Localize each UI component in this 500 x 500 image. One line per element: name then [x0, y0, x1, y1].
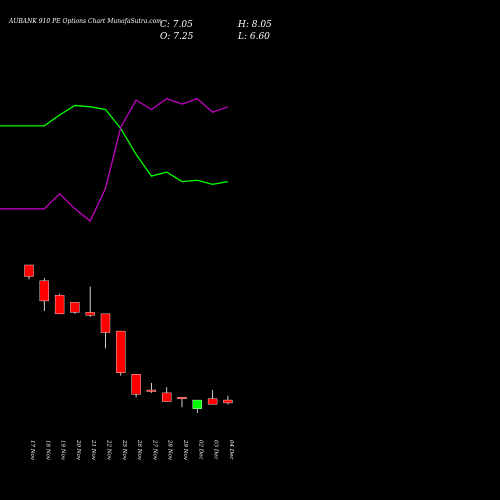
- x-tick-label: 19 Nov: [60, 440, 66, 461]
- candle-body-down: [85, 312, 95, 316]
- x-tick-label: 02 Dec: [197, 440, 203, 460]
- x-tick-label: 27 Nov: [151, 439, 157, 461]
- x-tick-label: 21 Nov: [90, 439, 96, 461]
- x-tick-label: 22 Nov: [106, 439, 112, 461]
- candle-body-down: [131, 374, 141, 395]
- low-value: L: 6.60: [237, 32, 270, 42]
- x-tick-label: 17 Nov: [29, 440, 35, 461]
- chart-title: AUBANK 910 PE Options Chart MunafaSutra.…: [8, 18, 162, 25]
- x-tick-label: 26 Nov: [136, 439, 142, 461]
- close-value: C: 7.05: [160, 20, 193, 30]
- indicator-line-1: [0, 104, 229, 185]
- x-tick-label: 25 Nov: [121, 439, 127, 461]
- x-axis: 17 Nov 18 Nov 19 Nov 20 Nov 21 Nov 22 Nov 25 N…: [29, 439, 234, 461]
- candle-body-down: [100, 313, 111, 333]
- open-value: O: 7.25: [160, 32, 194, 42]
- candle-body-down: [116, 330, 126, 373]
- candle-body-up: [192, 399, 203, 409]
- indicator-lines: [0, 97, 229, 223]
- candle-body-down: [24, 264, 34, 277]
- candle-body-down: [70, 302, 80, 313]
- candles: [24, 264, 233, 413]
- x-tick-label: 29 Nov: [182, 439, 188, 461]
- candle-body-down: [54, 294, 65, 315]
- x-tick-label: 18 Nov: [44, 440, 50, 461]
- candle-body-down: [161, 392, 172, 402]
- candle-body-down: [146, 389, 157, 392]
- candle-body-down: [223, 399, 233, 404]
- high-value: H: 8.05: [237, 20, 272, 30]
- candle-body-down: [39, 280, 49, 302]
- x-tick-label: 03 Dec: [213, 440, 219, 460]
- x-tick-label: 04 Dec: [228, 440, 234, 460]
- x-tick-label: 20 Nov: [75, 439, 81, 461]
- x-tick-label: 28 Nov: [167, 439, 173, 461]
- candle-body-down: [177, 396, 187, 399]
- candle-body-down: [207, 398, 218, 405]
- indicator-line-2: [0, 97, 229, 223]
